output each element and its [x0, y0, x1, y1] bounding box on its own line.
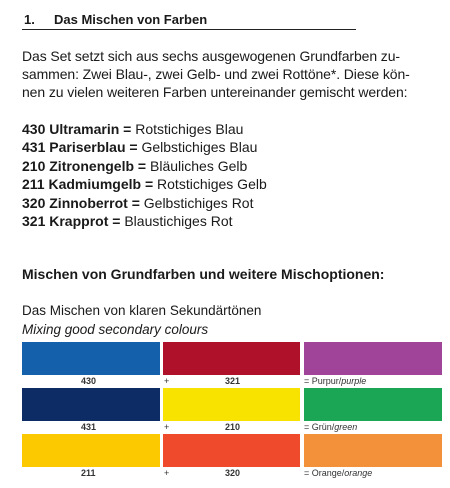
separator: =	[131, 194, 140, 211]
result-label: = Grün/green	[304, 422, 357, 432]
intro-line: nen zu vielen weiteren Farben untereinan…	[22, 84, 408, 100]
plus-sign: +	[164, 468, 170, 478]
separator: =	[112, 213, 121, 229]
subtitle: Das Mischen von klaren Sekundärtönen	[22, 303, 262, 318]
color-swatch	[22, 388, 160, 421]
color-name: Pariserblau	[49, 139, 126, 156]
separator: =	[123, 121, 132, 137]
color-item: 321 Krapprot = Blaustichiges Rot	[22, 213, 233, 229]
color-swatch	[163, 342, 300, 375]
swatch-code: 321	[225, 376, 241, 386]
color-description: Bläuliches Gelb	[150, 157, 248, 174]
color-item: 320 Zinnoberrot = Gelbstichiges Rot	[22, 195, 253, 211]
color-code: 430	[22, 121, 46, 137]
color-name: Ultramarin	[49, 121, 120, 137]
heading-number: 1.	[24, 12, 35, 27]
color-name: Zitronengelb	[49, 157, 135, 174]
separator: =	[137, 157, 147, 174]
color-code: 320	[22, 194, 46, 211]
color-description: Gelbstichiges Rot	[143, 194, 254, 211]
intro-line: Das Set setzt sich aus sechs ausgewogene…	[22, 48, 400, 64]
color-swatch	[304, 342, 442, 375]
swatch-code: 320	[225, 468, 241, 478]
color-description: Rotstichiges Blau	[135, 121, 244, 137]
color-swatch	[304, 388, 442, 421]
swatch-code: 211	[81, 468, 96, 478]
plus-sign: +	[164, 422, 170, 432]
color-name: Krapprot	[49, 213, 109, 229]
swatch-code: 210	[225, 422, 241, 432]
heading-title: Das Mischen von Farben	[54, 12, 208, 27]
color-description: Rotstichiges Gelb	[157, 176, 267, 193]
result-english: green	[334, 422, 358, 432]
result-name: = Purpur/	[304, 376, 342, 386]
result-english: orange	[344, 468, 373, 478]
color-code: 210	[22, 157, 46, 174]
result-english: purple	[341, 376, 367, 386]
color-description: Blaustichiges Rot	[124, 213, 233, 229]
result-label: = Purpur/purple	[304, 376, 366, 386]
section-title: Mischen von Grundfarben und weitere Misc…	[22, 266, 385, 282]
color-swatch	[163, 388, 300, 421]
color-name: Kadmiumgelb	[48, 176, 142, 193]
color-description: Gelbstichiges Blau	[141, 139, 258, 156]
color-name: Zinnoberrot	[49, 194, 128, 211]
color-item: 211 Kadmiumgelb = Rotstichiges Gelb	[22, 176, 267, 192]
color-item: 210 Zitronengelb = Bläuliches Gelb	[22, 158, 247, 174]
color-swatch	[22, 342, 160, 375]
color-code: 211	[22, 176, 45, 193]
separator: =	[144, 176, 154, 193]
separator: =	[129, 139, 138, 156]
swatch-code: 430	[81, 376, 97, 386]
color-swatch	[163, 434, 300, 467]
color-code: 431	[22, 139, 46, 156]
subtitle-english: Mixing good secondary colours	[22, 322, 209, 337]
color-item: 431 Pariserblau = Gelbstichiges Blau	[22, 139, 257, 155]
result-name: = Grün/	[304, 422, 335, 432]
result-name: = Orange/	[304, 468, 345, 478]
color-code: 321	[22, 213, 46, 229]
intro-line: sammen: Zwei Blau-, zwei Gelb- und zwei …	[22, 66, 410, 82]
plus-sign: +	[164, 376, 170, 386]
color-swatch	[22, 434, 160, 467]
color-swatch	[304, 434, 442, 467]
result-label: = Orange/orange	[304, 468, 372, 478]
heading: 1. Das Mischen von Farben	[22, 9, 356, 30]
color-item: 430 Ultramarin = Rotstichiges Blau	[22, 121, 243, 137]
swatch-code: 431	[81, 422, 97, 432]
